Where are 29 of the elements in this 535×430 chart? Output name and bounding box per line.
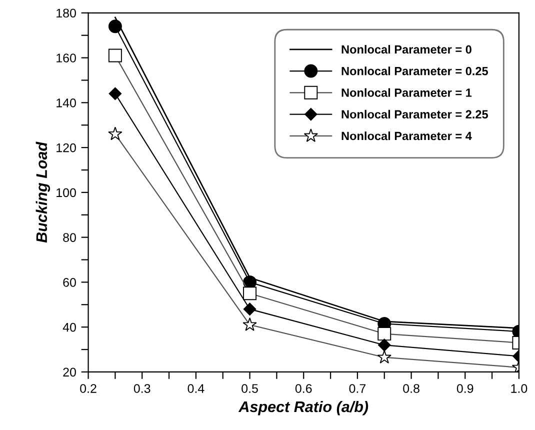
legend-label: Nonlocal Parameter = 0 [342,44,472,54]
y-tick-label: 140 [56,98,76,108]
x-tick-label: 0.7 [349,384,366,393]
y-tick-label: 120 [56,143,76,152]
y-tick-label: 100 [56,188,76,198]
x-tick-label: 1.0 [511,384,528,393]
y-tick-label: 40 [62,322,76,332]
y-tick-label: 160 [56,54,76,62]
legend-label: Nonlocal Parameter = 0.25 [342,66,488,76]
legend-label: Nonlocal Parameter = 2.25 [342,110,488,119]
legend-label: Nonlocal Parameter = 4 [342,131,472,140]
x-tick-label: 0.2 [80,384,96,393]
x-tick-label: 0.3 [134,384,150,393]
x-tick-label: 0.4 [188,384,204,393]
legend-label: Nonlocal Parameter = 1 [342,88,472,97]
point [108,87,122,100]
y-axis-title: Bucking Load [36,142,50,243]
y-tick-label: 20 [63,368,76,377]
point [378,338,391,352]
y-tick-label: 80 [63,233,76,242]
x-tick-label: 0.5 [242,384,258,393]
x-tick-label: 0.9 [456,384,474,393]
y-tick-label: 60 [63,278,76,287]
x-tick-label: 0.8 [403,384,420,393]
y-tick-label: 180 [56,8,76,18]
point [243,302,256,316]
point [108,20,122,34]
x-tick-label: 0.6 [295,384,312,393]
x-axis-title: Aspect Ratio (a/b) [238,400,368,416]
